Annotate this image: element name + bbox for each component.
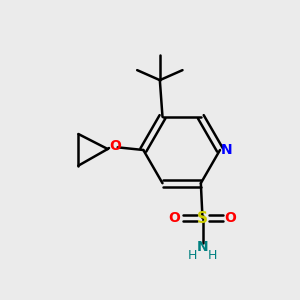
Text: H: H — [208, 249, 217, 262]
Text: O: O — [225, 211, 236, 225]
Text: O: O — [109, 139, 121, 153]
Text: N: N — [221, 143, 232, 157]
Text: S: S — [197, 211, 208, 226]
Text: H: H — [188, 249, 197, 262]
Text: N: N — [197, 239, 208, 254]
Text: O: O — [169, 211, 180, 225]
